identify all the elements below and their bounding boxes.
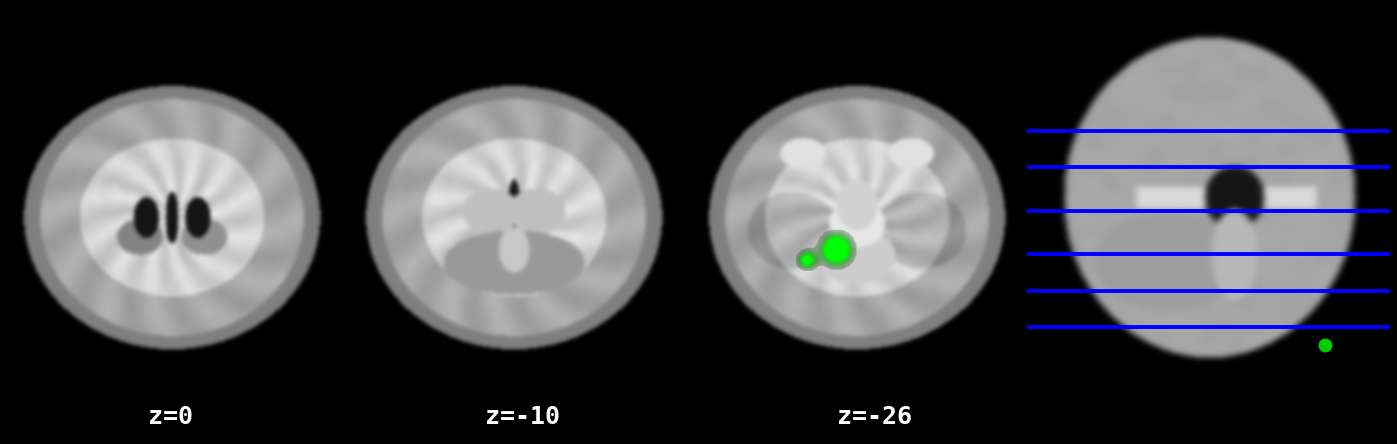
Text: z=-10: z=-10 xyxy=(485,405,560,429)
Text: z=-26: z=-26 xyxy=(837,405,912,429)
Text: z=0: z=0 xyxy=(148,405,193,429)
